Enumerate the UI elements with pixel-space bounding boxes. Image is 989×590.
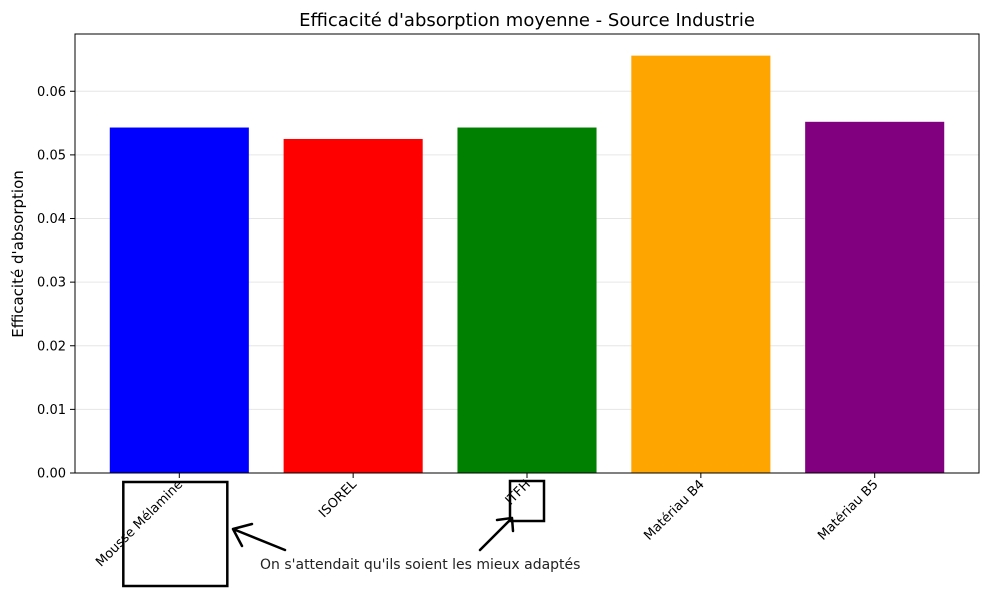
y-tick-label-6: 0.06 bbox=[37, 85, 66, 100]
y-tick-label-0: 0.00 bbox=[37, 467, 66, 482]
y-tick-label-3: 0.03 bbox=[37, 276, 66, 291]
highlight-box-itfh bbox=[508, 479, 546, 523]
chart-title: Efficacité d'absorption moyenne - Source… bbox=[299, 10, 755, 31]
y-tick-label-2: 0.02 bbox=[37, 339, 66, 354]
x-tick-label-3: Matériau B4 bbox=[641, 477, 707, 543]
bars bbox=[109, 55, 945, 474]
annotation-text: On s'attendait qu'ils soient les mieux a… bbox=[260, 557, 580, 573]
bar-2 bbox=[457, 127, 597, 473]
x-tick-label-0: Mousse Mélamine bbox=[93, 477, 186, 570]
y-axis-label: Efficacité d'absorption bbox=[9, 170, 27, 337]
highlight-box-mousse-melamine bbox=[122, 480, 229, 588]
x-tick-label-4: Matériau B5 bbox=[815, 477, 881, 543]
y-tick-label-1: 0.01 bbox=[37, 403, 66, 418]
bar-1 bbox=[283, 138, 423, 473]
arrow-to-mousse-melamine bbox=[231, 522, 287, 552]
y-tick-label-4: 0.04 bbox=[37, 212, 66, 227]
y-tick-label-5: 0.05 bbox=[37, 148, 66, 163]
arrow-to-itfh bbox=[478, 516, 515, 552]
annotation: On s'attendait qu'ils soient les mieux a… bbox=[122, 479, 580, 588]
bar-4 bbox=[805, 121, 945, 474]
bar-3 bbox=[631, 55, 771, 473]
x-tick-label-1: ISOREL bbox=[316, 477, 360, 521]
bar-0 bbox=[109, 127, 249, 473]
